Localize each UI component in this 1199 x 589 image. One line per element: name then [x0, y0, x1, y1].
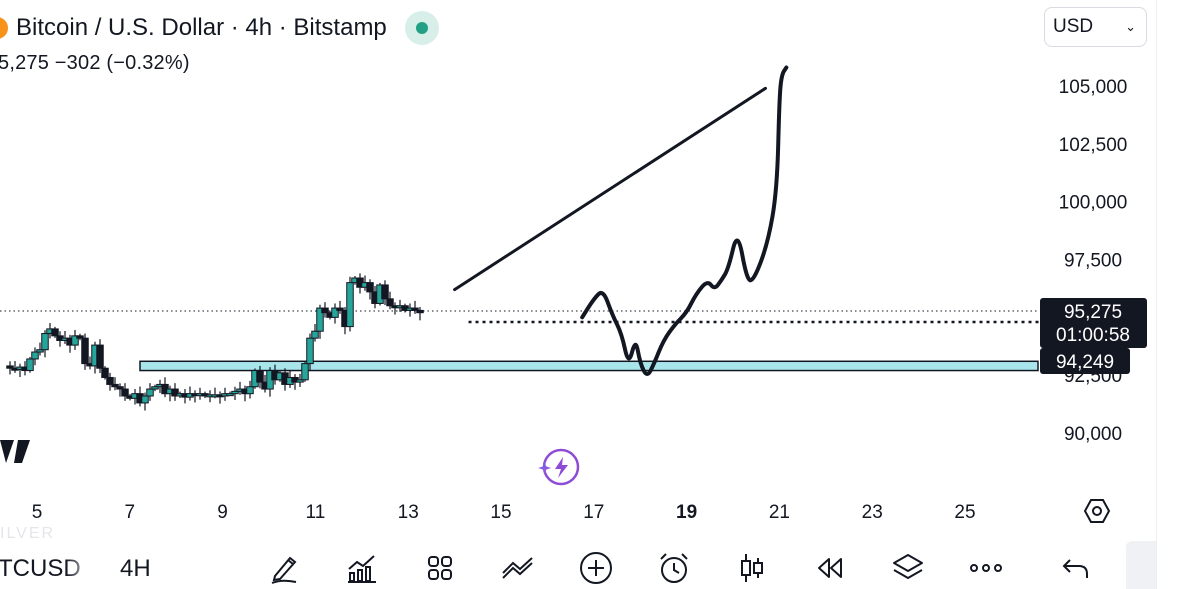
y-tick-label: 90,000	[1064, 424, 1122, 445]
candle	[171, 383, 179, 401]
candle	[81, 333, 89, 370]
lightning-icon[interactable]	[538, 448, 580, 486]
candle	[331, 303, 339, 324]
x-tick-label: 11	[306, 502, 326, 523]
x-tick-label: 13	[398, 502, 419, 523]
compare-icon[interactable]	[498, 548, 538, 588]
currency-value: USD	[1053, 16, 1094, 37]
candle	[146, 383, 154, 401]
candle	[311, 324, 319, 342]
x-tick-label: 25	[954, 502, 975, 523]
undo-icon[interactable]	[1056, 548, 1096, 588]
x-tick-label: 5	[32, 502, 43, 523]
x-tick-label: 15	[490, 502, 511, 523]
chart-settings-icon[interactable]	[1083, 499, 1111, 523]
level-price-label: 94,249	[1040, 348, 1130, 374]
logo-mark	[0, 440, 30, 463]
candle	[71, 329, 79, 350]
svg-text:95,275: 95,275	[1064, 302, 1122, 323]
symbol-title: Bitcoin / U.S. Dollar · 4h · Bitstamp	[16, 14, 387, 41]
x-tick-label: 9	[217, 502, 228, 523]
candle	[256, 365, 264, 389]
apps-icon[interactable]	[420, 548, 460, 588]
candle	[381, 280, 389, 306]
candle	[316, 304, 324, 339]
y-tick-label: 97,500	[1064, 251, 1122, 272]
redo-partial-icon[interactable]	[1126, 541, 1156, 589]
svg-text:01:00:58: 01:00:58	[1056, 325, 1130, 346]
chart-header[interactable]: Bitcoin / U.S. Dollar · 4h · Bitstamp	[0, 10, 439, 46]
candle	[386, 291, 394, 310]
layers-icon[interactable]	[888, 548, 928, 588]
candle	[96, 339, 104, 374]
candle	[36, 342, 44, 356]
drawn-projection-path	[580, 65, 789, 376]
right-edge-panel	[1156, 0, 1199, 589]
candle	[141, 392, 149, 411]
price-change: 5,275 −302 (−0.32%)	[0, 52, 190, 74]
replay-icon[interactable]	[810, 548, 850, 588]
candle	[111, 377, 119, 391]
candle	[336, 300, 344, 314]
candle	[366, 279, 374, 300]
candle	[116, 383, 124, 397]
more-icon[interactable]	[966, 548, 1006, 588]
support-zone	[139, 360, 1039, 372]
candle	[26, 356, 34, 373]
chevron-down-icon: ⌄	[1125, 19, 1136, 34]
candle	[301, 361, 309, 382]
candle	[346, 276, 354, 332]
x-tick-label: 19	[676, 502, 697, 523]
candle	[31, 347, 39, 366]
indicators-icon[interactable]	[342, 548, 382, 588]
market-status-icon[interactable]	[404, 11, 439, 45]
candle	[246, 380, 254, 399]
svg-text:94,249: 94,249	[1056, 352, 1114, 373]
candle	[411, 300, 419, 314]
candle	[416, 307, 424, 321]
alarm-icon[interactable]	[654, 548, 694, 588]
x-tick-label: 7	[125, 502, 136, 523]
candle	[76, 333, 84, 341]
candle	[296, 373, 304, 387]
candle	[51, 326, 59, 338]
x-tick-label: 21	[769, 502, 790, 523]
x-tick-label: 23	[862, 502, 883, 523]
bitcoin-icon	[0, 17, 8, 39]
y-tick-label: 105,000	[1059, 77, 1128, 98]
candle	[231, 386, 239, 400]
pencil-icon[interactable]	[265, 548, 305, 588]
price-chart[interactable]: 90,00092,50097,500100,000102,500105,0005…	[0, 0, 1199, 540]
plus-circle-icon[interactable]	[576, 548, 616, 588]
candle	[6, 361, 14, 375]
y-tick-label: 102,500	[1059, 135, 1128, 156]
candle	[101, 366, 109, 380]
x-tick-label: 17	[583, 502, 604, 523]
watermark-text: ILVER	[0, 525, 56, 542]
currency-dropdown[interactable]: USD ⌄	[1044, 7, 1147, 47]
candle	[321, 302, 329, 318]
candles-icon[interactable]	[732, 548, 772, 588]
candle	[226, 391, 234, 397]
interval-button[interactable]: 4H	[120, 555, 151, 582]
drawn-trend-line	[453, 86, 767, 292]
candle	[121, 383, 129, 401]
y-tick-label: 100,000	[1059, 193, 1128, 214]
candle	[41, 330, 49, 358]
candle	[151, 384, 159, 392]
candle	[106, 372, 114, 391]
candle	[306, 333, 314, 370]
